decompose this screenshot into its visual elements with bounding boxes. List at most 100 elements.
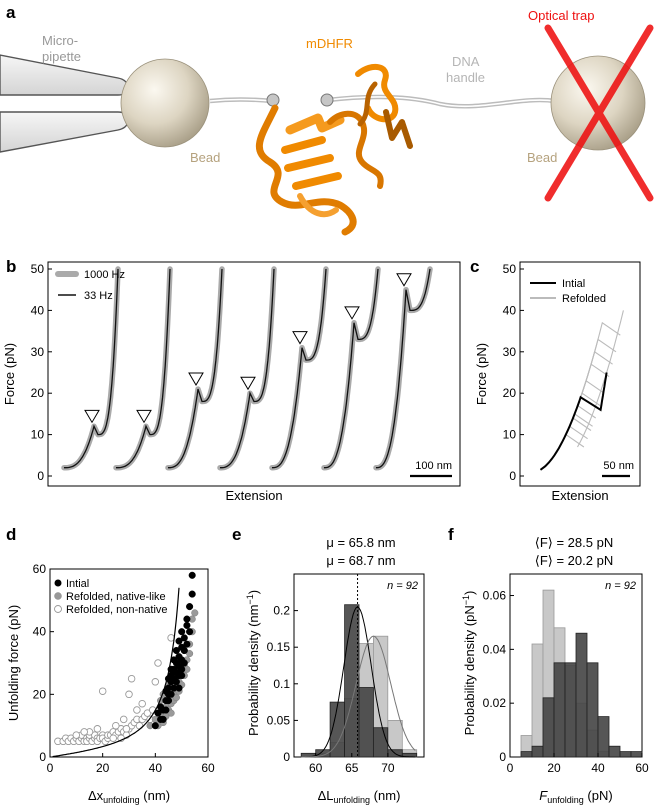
trace-33hz	[323, 268, 379, 469]
panel-d-fit-curve	[52, 587, 180, 758]
panel-e-bars	[300, 604, 418, 758]
legend-marker-nonnative	[54, 605, 62, 613]
panel-f-xtick-label: 60	[635, 761, 649, 775]
panel-d-xtick-label: 20	[96, 761, 110, 775]
panel-e-n-label: n = 92	[387, 580, 418, 592]
panel-d-x-label: Δxunfolding (nm)	[88, 788, 170, 805]
scale-bar-label-b: 100 nm	[415, 460, 452, 472]
panel-f-ytick-label: 0.06	[483, 589, 507, 603]
trace-33hz	[220, 268, 275, 469]
panel-f-bar-initial	[575, 632, 588, 758]
legend-label-d-initial: Intial	[66, 578, 89, 590]
label-micropipette-line1: Micro-	[42, 33, 78, 48]
scatter-point	[183, 615, 191, 623]
panel-letter-d: d	[6, 525, 16, 544]
scatter-point	[125, 690, 133, 699]
panel-e-x-label: ΔLunfolding (nm)	[318, 788, 401, 805]
panel-f-bar-initial	[531, 745, 544, 758]
scatter-point	[154, 659, 162, 667]
panel-e-fit-refolded	[301, 635, 416, 758]
panel-f-xtick-label: 0	[507, 761, 514, 775]
scatter-point	[172, 678, 180, 686]
panel-b-ytick-label: 20	[31, 386, 45, 400]
panel-f-bar-initial	[597, 716, 610, 758]
panel-c-ytick-label: 0	[509, 469, 516, 483]
panel-e-xtick-label: 65	[345, 761, 359, 775]
scatter-point	[154, 709, 162, 717]
panel-c-ytick-label: 20	[503, 386, 517, 400]
legend-label-1000hz: 1000 Hz	[84, 269, 125, 281]
scatter-point	[167, 690, 175, 698]
panel-e-title-refolded: μ = 68.7 nm	[326, 553, 395, 568]
panel-f-xtick-label: 20	[547, 761, 561, 775]
legend-label-refolded: Refolded	[562, 293, 606, 305]
trace-33hz	[271, 268, 327, 469]
scatter-point	[93, 725, 102, 733]
trace-33hz	[116, 268, 171, 469]
panel-f-ytick-label: 0	[499, 750, 506, 764]
panel-f-bar-refolded	[531, 643, 544, 758]
scatter-point	[178, 665, 186, 673]
scatter-point	[180, 634, 188, 642]
panel-c-ytick-label: 40	[503, 303, 517, 317]
panel-f-bar-initial	[608, 745, 621, 758]
scatter-point	[188, 590, 196, 598]
panel-f-bars	[520, 589, 643, 758]
panel-c-ytick-label: 50	[503, 262, 517, 276]
scatter-point	[98, 687, 107, 695]
panel-e-bar-initial	[358, 687, 374, 758]
panel-b-traces	[61, 266, 433, 471]
panel-letter-c: c	[470, 257, 479, 276]
linker-right	[320, 93, 334, 107]
scatter-point	[162, 706, 170, 714]
scatter-point	[175, 637, 183, 645]
trace-1000hz	[217, 266, 277, 471]
label-dna-line1: DNA	[452, 54, 480, 69]
panel-b-legend: 1000 Hz 33 Hz	[55, 269, 125, 302]
scatter-point	[191, 609, 199, 617]
scale-bar-label-c: 50 nm	[603, 460, 634, 472]
panel-f-bar-initial	[553, 662, 566, 758]
legend-label-d-nonnative: Refolded, non-native	[66, 604, 168, 616]
panel-f-ytick-label: 0.04	[483, 642, 507, 656]
legend-label-initial: Intial	[562, 278, 585, 290]
panel-d-ytick-label: 0	[39, 750, 46, 764]
scatter-point	[151, 678, 160, 686]
panel-f-title-refolded: ⟨F⟩ = 20.2 pN	[535, 553, 613, 568]
micropipette	[0, 54, 129, 153]
scatter-point	[72, 731, 81, 739]
panel-e-title-initial: μ = 65.8 nm	[326, 535, 395, 550]
refolded-trace	[540, 379, 605, 471]
panel-a-schematic: a Micro- pipette Bead	[0, 3, 654, 236]
panel-f-y-label: Probability density (pN−1)	[461, 591, 477, 736]
panel-e-ytick-label: 0.2	[273, 604, 290, 618]
panel-b-x-label: Extension	[225, 488, 282, 503]
panel-e-ticks: 0 0.05 0.1 0.15 0.2 60 65 70	[267, 604, 395, 775]
unfolding-event-marker	[136, 409, 152, 424]
scatter-point	[183, 640, 191, 648]
panel-d-legend: Intial Refolded, native-like Refolded, n…	[54, 578, 168, 616]
panel-f-bar-initial	[619, 751, 632, 758]
panel-e-ytick-label: 0.1	[273, 677, 290, 691]
refolded-trace	[540, 404, 597, 471]
panel-c-scale-bar: 50 nm	[602, 460, 634, 478]
scatter-point	[188, 571, 196, 579]
initial-trace	[539, 372, 608, 471]
panel-letter-e: e	[232, 525, 241, 544]
scatter-point	[178, 628, 186, 636]
trace-1000hz	[165, 266, 225, 471]
legend-label-d-native: Refolded, native-like	[66, 591, 166, 603]
panel-d-xtick-label: 0	[47, 761, 54, 775]
panel-b-ytick-label: 50	[31, 262, 45, 276]
scatter-point	[133, 706, 141, 714]
panel-c-ytick-label: 30	[503, 345, 517, 359]
panel-d-frame	[49, 568, 209, 758]
panel-e-ytick-label: 0	[283, 750, 290, 764]
panel-f-bar-initial	[586, 662, 599, 758]
linker-left	[266, 93, 280, 107]
unfolding-event-marker	[396, 273, 412, 287]
panel-d-ytick-label: 40	[33, 625, 47, 639]
panel-b-force-extension: b 0 10 20 30 40 50 Force (pN) Extension 1000 …	[2, 257, 461, 503]
scatter-point	[122, 725, 131, 733]
